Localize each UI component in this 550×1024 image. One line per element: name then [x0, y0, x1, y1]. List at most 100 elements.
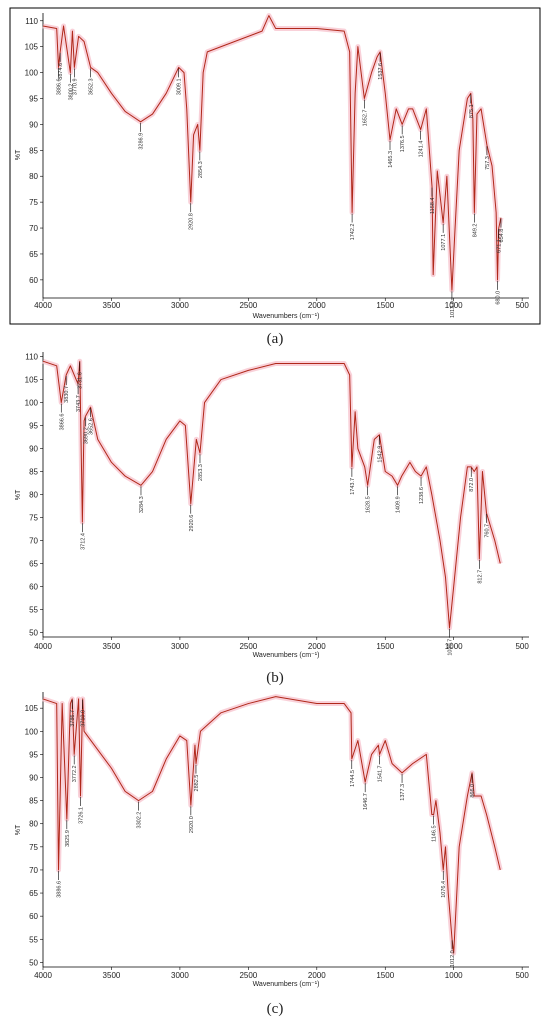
y-tick-label: 95 — [29, 422, 38, 431]
y-tick-label: 100 — [25, 69, 39, 78]
x-tick-label: 3000 — [171, 642, 189, 651]
annotation-label: 3284.3 — [139, 496, 145, 513]
x-tick-label: 500 — [515, 301, 529, 310]
spectrum-line — [42, 360, 501, 629]
annotation-label: 1742.2 — [350, 224, 356, 241]
annotation-label: 760.7 — [484, 524, 490, 538]
annotation-label: 3652.6 — [89, 418, 95, 435]
x-tick-label: 500 — [515, 971, 529, 980]
annotation-label: 872.0 — [469, 478, 475, 492]
annotation-label: 1744.5 — [350, 770, 356, 787]
y-tick-label: 65 — [29, 889, 38, 898]
annotation-label: 1377.3 — [400, 784, 406, 801]
annotation-label: 866.0 — [470, 784, 476, 798]
line-halo — [42, 694, 503, 956]
annotation-label: 680.0 — [496, 291, 502, 305]
annotation-label: 654.8 — [499, 229, 505, 243]
x-tick-label: 2500 — [239, 971, 257, 980]
x-tick-label: 3500 — [103, 642, 121, 651]
annotation-label: 3712.4 — [80, 533, 86, 550]
annotation-label: 3772.2 — [72, 765, 78, 782]
x-tick-label: 1500 — [376, 642, 394, 651]
x-tick-label: 3000 — [171, 971, 189, 980]
y-tick-label: 105 — [25, 704, 39, 713]
panel-label: (a) — [267, 331, 284, 347]
y-tick-label: 100 — [25, 727, 39, 736]
line-halo — [42, 13, 504, 293]
y-tick-label: 85 — [29, 468, 38, 477]
annotation-label: 1646.7 — [363, 793, 369, 810]
spectrum-line — [42, 696, 501, 954]
annotation-label: 875.1 — [469, 104, 475, 118]
x-tick-label: 2000 — [308, 971, 326, 980]
annotation-label: 2882.5 — [194, 775, 200, 792]
annotation-label: 2920.8 — [189, 213, 195, 230]
y-tick-label: 50 — [29, 628, 38, 637]
x-tick-label: 3500 — [103, 301, 121, 310]
x-tick-label: 4000 — [34, 971, 52, 980]
annotation-label: 1146.5 — [432, 825, 438, 841]
y-tick-label: 60 — [29, 912, 38, 921]
y-tick-label: 55 — [29, 605, 38, 614]
annotation-label: 3825.9 — [65, 830, 71, 847]
x-tick-label: 4000 — [34, 642, 52, 651]
panel-label: (b) — [266, 670, 284, 686]
panel-frame — [9, 7, 541, 325]
annotation-label: 671.1 — [497, 239, 503, 253]
y-tick-label: 60 — [29, 276, 38, 285]
x-tick-label: 1500 — [376, 301, 394, 310]
y-tick-label: 90 — [29, 120, 38, 129]
y-tick-label: 70 — [29, 866, 38, 875]
y-tick-label: 55 — [29, 935, 38, 944]
annotation-label: 3800.2 — [68, 84, 74, 101]
x-tick-label: 1000 — [445, 301, 463, 310]
annotation-label: 2920.6 — [189, 515, 195, 532]
y-tick-label: 85 — [29, 797, 38, 806]
x-axis-title: Wavenumbers (cm⁻¹) — [253, 313, 320, 320]
annotation-label: 1541.7 — [378, 765, 384, 782]
annotation-label: 1537.6 — [378, 63, 384, 80]
y-tick-label: 105 — [25, 43, 39, 52]
spectrum-line — [42, 15, 502, 291]
y-tick-label: 50 — [29, 958, 38, 967]
annotation-label: 3886.6 — [57, 881, 63, 898]
x-tick-label: 1500 — [376, 971, 394, 980]
x-tick-label: 4000 — [34, 301, 52, 310]
annotation-label: 1652.7 — [362, 110, 368, 127]
y-tick-label: 65 — [29, 250, 38, 259]
y-tick-label: 70 — [29, 536, 38, 545]
y-tick-label: 70 — [29, 224, 38, 233]
annotation-label: 3786.7 — [70, 710, 76, 727]
x-tick-label: 3000 — [171, 301, 189, 310]
annotation-label: 1409.9 — [396, 496, 402, 513]
annotation-label: 1076.4 — [441, 881, 447, 898]
panel-label: (c) — [267, 1001, 284, 1017]
x-tick-label: 500 — [515, 642, 529, 651]
annotation-label: 2920.0 — [189, 816, 195, 833]
y-tick-label: 60 — [29, 582, 38, 591]
annotation-label: 3726.1 — [78, 807, 84, 824]
annotation-label: 1542.9 — [377, 446, 383, 463]
y-tick-label: 90 — [29, 445, 38, 454]
annotation-label: 1238.6 — [419, 487, 425, 504]
y-tick-label: 100 — [25, 399, 39, 408]
annotation-label: 1743.7 — [350, 478, 356, 495]
annotation-label: 3690.2 — [83, 427, 89, 444]
annotation-label: 2853.3 — [198, 464, 204, 481]
x-tick-label: 2500 — [239, 642, 257, 651]
y-tick-label: 110 — [25, 353, 38, 362]
y-tick-label: 80 — [29, 172, 38, 181]
annotation-label: 2854.3 — [198, 161, 204, 178]
y-tick-label: 75 — [29, 198, 38, 207]
annotation-label: 812.7 — [477, 570, 483, 584]
x-tick-label: 2000 — [308, 642, 326, 651]
x-tick-label: 3500 — [103, 971, 121, 980]
annotation-label: 757.3 — [485, 156, 491, 170]
annotation-label: 1013.0 — [450, 301, 456, 318]
annotation-label: 3886.6 — [57, 78, 63, 95]
annotation-label: 3743.7 — [76, 395, 82, 412]
x-tick-label: 1000 — [445, 971, 463, 980]
annotation-label: 1077.1 — [441, 234, 447, 251]
